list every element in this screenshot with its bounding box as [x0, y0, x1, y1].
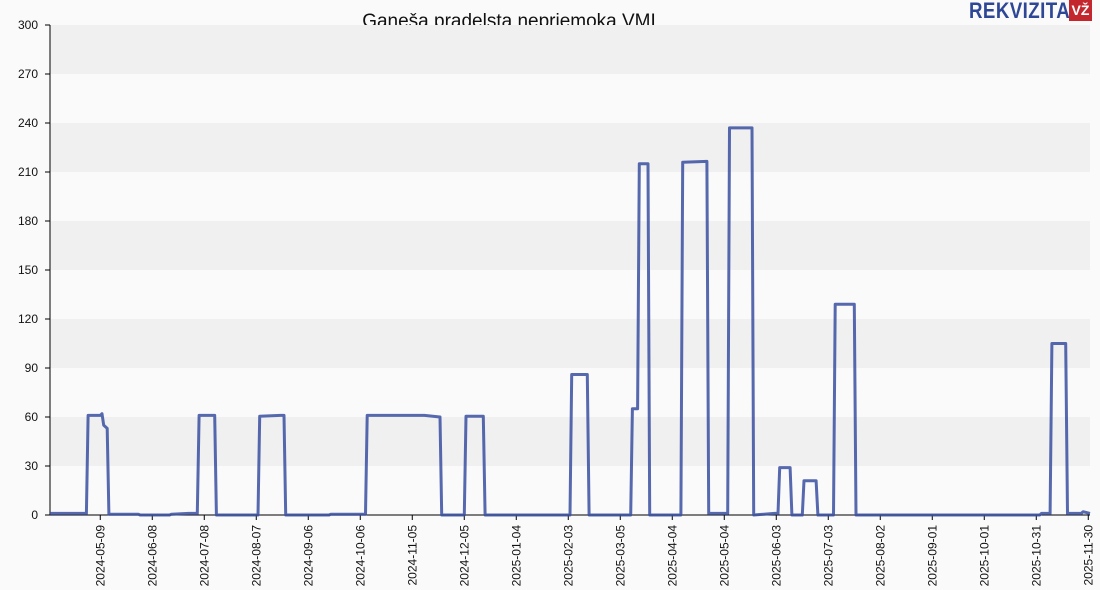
- x-tick-label: 2025-08-02: [873, 525, 887, 587]
- y-tick-label: 30: [25, 459, 39, 473]
- x-tick-label: 2025-01-04: [509, 525, 523, 587]
- y-tick-label: 150: [18, 263, 38, 277]
- grid-band: [50, 221, 1090, 270]
- y-tick-label: 300: [18, 18, 38, 32]
- y-tick-label: 210: [18, 165, 38, 179]
- grid-band: [50, 270, 1090, 319]
- grid-band: [50, 319, 1090, 368]
- x-tick-label: 2025-09-01: [925, 525, 939, 587]
- grid-band: [50, 74, 1090, 123]
- grid-band: [50, 123, 1090, 172]
- y-tick-label: 270: [18, 67, 38, 81]
- x-tick-label: 2025-05-04: [717, 525, 731, 587]
- rekvizitai-logo[interactable]: REKVIZITAI VŽ: [969, 0, 1095, 23]
- x-tick-label: 2025-03-05: [613, 525, 627, 587]
- y-tick-label: 180: [18, 214, 38, 228]
- x-tick-label: 2025-06-03: [769, 525, 783, 587]
- x-tick-label: 2024-12-05: [457, 525, 471, 587]
- y-tick-label: 0: [31, 508, 38, 522]
- grid-band: [50, 172, 1090, 221]
- logo-text: REKVIZITAI: [969, 0, 1076, 23]
- logo-badge: VŽ: [1069, 0, 1092, 21]
- y-tick-label: 90: [25, 361, 39, 375]
- series-line: [50, 126, 1091, 517]
- x-tick-label: 2025-11-30: [1081, 525, 1095, 586]
- x-tick-label: 2025-02-03: [561, 525, 575, 587]
- x-tick-label: 2024-05-09: [93, 525, 107, 587]
- x-tick-label: 2025-07-03: [821, 525, 835, 587]
- x-tick-label: 2024-08-07: [249, 525, 263, 587]
- x-tick-label: 2025-10-01: [977, 525, 991, 587]
- x-tick-label: 2025-10-31: [1029, 525, 1043, 587]
- x-tick-label: 2024-06-08: [145, 525, 159, 587]
- y-tick-label: 120: [18, 312, 38, 326]
- grid-band: [50, 25, 1090, 74]
- x-tick-label: 2024-10-06: [353, 525, 367, 587]
- x-tick-label: 2025-04-04: [665, 525, 679, 587]
- x-tick-label: 2024-07-08: [197, 525, 211, 587]
- y-tick-label: 60: [25, 410, 39, 424]
- y-tick-label: 240: [18, 116, 38, 130]
- x-tick-label: 2024-09-06: [301, 525, 315, 587]
- x-tick-label: 2024-11-05: [405, 525, 419, 586]
